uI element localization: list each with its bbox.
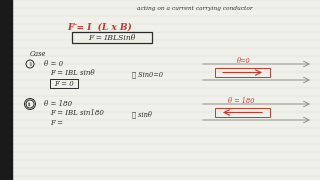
Text: F = 0: F = 0 xyxy=(54,80,74,88)
Text: Case: Case xyxy=(30,50,46,58)
Bar xyxy=(215,68,270,77)
Bar xyxy=(72,32,152,43)
Text: F = IBL sinθ: F = IBL sinθ xyxy=(50,69,95,77)
Text: F = I  (L x B): F = I (L x B) xyxy=(68,23,132,32)
Text: acting on a current carrying conductor: acting on a current carrying conductor xyxy=(137,6,253,11)
Bar xyxy=(215,108,270,117)
Text: θ = 0: θ = 0 xyxy=(44,60,63,68)
Text: 1: 1 xyxy=(28,62,32,66)
Text: ii: ii xyxy=(28,102,32,107)
Text: θ = 180: θ = 180 xyxy=(228,97,254,105)
Text: θ=0: θ=0 xyxy=(237,57,251,65)
Bar xyxy=(50,79,78,88)
Text: ~: ~ xyxy=(71,22,77,28)
Text: F =: F = xyxy=(50,119,63,127)
Text: θ = 180: θ = 180 xyxy=(44,100,72,108)
Text: ∴ sinθ: ∴ sinθ xyxy=(132,110,152,118)
Text: F = IBLSinθ: F = IBLSinθ xyxy=(88,34,136,42)
Text: F = IBL sin180: F = IBL sin180 xyxy=(50,109,104,117)
Text: ∴ Sin0=0: ∴ Sin0=0 xyxy=(132,70,163,78)
